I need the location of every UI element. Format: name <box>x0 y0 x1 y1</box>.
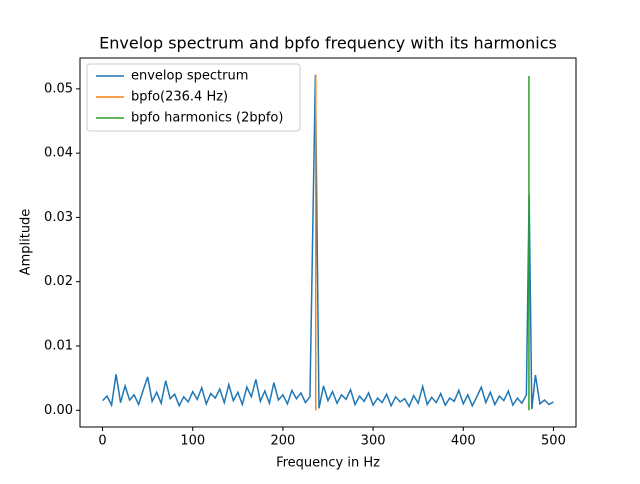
plot-frame <box>79 57 577 428</box>
x-tick-label: 100 <box>180 434 205 449</box>
y-tick-label: 0.03 <box>44 210 73 225</box>
chart-title: Envelop spectrum and bpfo frequency with… <box>99 34 557 53</box>
legend-label: bpfo harmonics (2bpfo) <box>131 111 283 126</box>
y-tick-label: 0.00 <box>44 403 73 418</box>
x-tick-label: 500 <box>541 434 566 449</box>
x-tick-label: 200 <box>270 434 295 449</box>
y-tick-label: 0.01 <box>44 339 73 354</box>
legend-label: envelop spectrum <box>131 69 248 84</box>
y-tick-label: 0.05 <box>44 81 73 96</box>
y-axis-label: Amplitude <box>19 209 34 276</box>
x-tick-label: 400 <box>451 434 476 449</box>
x-tick-label: 0 <box>98 434 106 449</box>
x-axis-label: Frequency in Hz <box>276 456 380 471</box>
legend-label: bpfo(236.4 Hz) <box>131 90 228 105</box>
series-line <box>102 74 554 410</box>
x-tick-label: 300 <box>361 434 386 449</box>
y-tick-label: 0.04 <box>44 146 73 161</box>
y-tick-label: 0.02 <box>44 274 73 289</box>
legend-box <box>86 63 301 132</box>
